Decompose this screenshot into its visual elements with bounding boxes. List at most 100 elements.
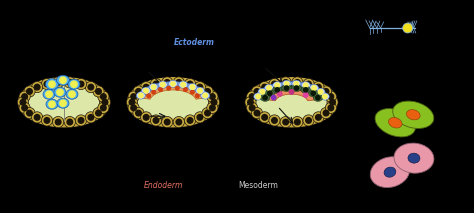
Ellipse shape xyxy=(375,109,416,137)
Circle shape xyxy=(78,81,84,87)
Polygon shape xyxy=(268,90,315,101)
Ellipse shape xyxy=(46,99,58,109)
Circle shape xyxy=(294,82,299,86)
Circle shape xyxy=(24,108,35,119)
Circle shape xyxy=(136,89,141,94)
Circle shape xyxy=(207,91,218,102)
Circle shape xyxy=(269,115,280,126)
Ellipse shape xyxy=(264,84,273,92)
Circle shape xyxy=(284,82,289,86)
Circle shape xyxy=(100,97,110,108)
Circle shape xyxy=(141,82,152,93)
Circle shape xyxy=(34,115,40,120)
Circle shape xyxy=(269,78,280,90)
Circle shape xyxy=(151,85,156,89)
Ellipse shape xyxy=(273,86,282,94)
Ellipse shape xyxy=(246,78,337,127)
Circle shape xyxy=(205,110,210,116)
Circle shape xyxy=(22,94,27,99)
Circle shape xyxy=(75,78,87,90)
Circle shape xyxy=(284,86,289,90)
Circle shape xyxy=(327,97,338,108)
Circle shape xyxy=(187,81,193,87)
Circle shape xyxy=(323,110,329,116)
Circle shape xyxy=(175,86,179,90)
Circle shape xyxy=(320,108,332,119)
Circle shape xyxy=(93,86,104,97)
Circle shape xyxy=(102,99,108,105)
Circle shape xyxy=(69,91,75,97)
Circle shape xyxy=(267,86,271,90)
Ellipse shape xyxy=(265,90,274,97)
Circle shape xyxy=(272,81,277,87)
Ellipse shape xyxy=(169,80,177,88)
Circle shape xyxy=(262,84,267,90)
Circle shape xyxy=(164,80,170,85)
Circle shape xyxy=(245,97,256,108)
Circle shape xyxy=(22,105,27,111)
Polygon shape xyxy=(255,82,328,98)
Circle shape xyxy=(32,82,43,93)
Circle shape xyxy=(167,86,171,90)
Text: Endoderm: Endoderm xyxy=(144,181,183,190)
Circle shape xyxy=(128,91,139,102)
Ellipse shape xyxy=(43,89,55,99)
Circle shape xyxy=(133,86,144,97)
Circle shape xyxy=(143,115,149,120)
Circle shape xyxy=(41,78,53,90)
Circle shape xyxy=(251,108,263,119)
Circle shape xyxy=(254,110,260,116)
Ellipse shape xyxy=(392,101,434,128)
Circle shape xyxy=(197,115,203,120)
Circle shape xyxy=(187,118,193,123)
Circle shape xyxy=(171,82,175,86)
Ellipse shape xyxy=(128,78,219,127)
Circle shape xyxy=(100,94,106,99)
Circle shape xyxy=(27,89,32,94)
Circle shape xyxy=(294,80,300,85)
Circle shape xyxy=(153,118,159,123)
Circle shape xyxy=(181,82,185,87)
Circle shape xyxy=(64,77,75,88)
Circle shape xyxy=(246,91,258,102)
Ellipse shape xyxy=(273,82,282,89)
Circle shape xyxy=(64,117,75,128)
Circle shape xyxy=(176,119,182,125)
Circle shape xyxy=(268,91,272,95)
Circle shape xyxy=(34,84,40,90)
Circle shape xyxy=(319,90,323,94)
Ellipse shape xyxy=(18,78,109,127)
Circle shape xyxy=(60,100,66,106)
Circle shape xyxy=(262,115,267,120)
Circle shape xyxy=(18,97,28,108)
Circle shape xyxy=(184,78,196,90)
Circle shape xyxy=(129,99,135,105)
Circle shape xyxy=(131,105,137,111)
Circle shape xyxy=(46,91,52,97)
Circle shape xyxy=(159,88,163,91)
Ellipse shape xyxy=(260,94,270,101)
Circle shape xyxy=(197,84,203,90)
Circle shape xyxy=(93,108,104,119)
Polygon shape xyxy=(260,86,323,100)
Circle shape xyxy=(147,94,150,98)
Circle shape xyxy=(260,90,264,94)
Circle shape xyxy=(49,81,55,88)
Ellipse shape xyxy=(254,93,263,100)
Ellipse shape xyxy=(54,87,66,97)
Ellipse shape xyxy=(179,81,188,88)
Circle shape xyxy=(294,86,299,90)
Circle shape xyxy=(328,94,334,99)
Ellipse shape xyxy=(301,86,310,94)
Circle shape xyxy=(402,23,413,33)
Circle shape xyxy=(289,90,294,94)
Circle shape xyxy=(256,94,260,99)
Ellipse shape xyxy=(158,81,167,88)
Circle shape xyxy=(272,95,276,100)
Circle shape xyxy=(49,101,55,107)
Circle shape xyxy=(312,86,316,90)
Ellipse shape xyxy=(394,143,434,173)
Circle shape xyxy=(248,99,253,105)
Circle shape xyxy=(191,90,194,94)
Ellipse shape xyxy=(313,94,323,101)
